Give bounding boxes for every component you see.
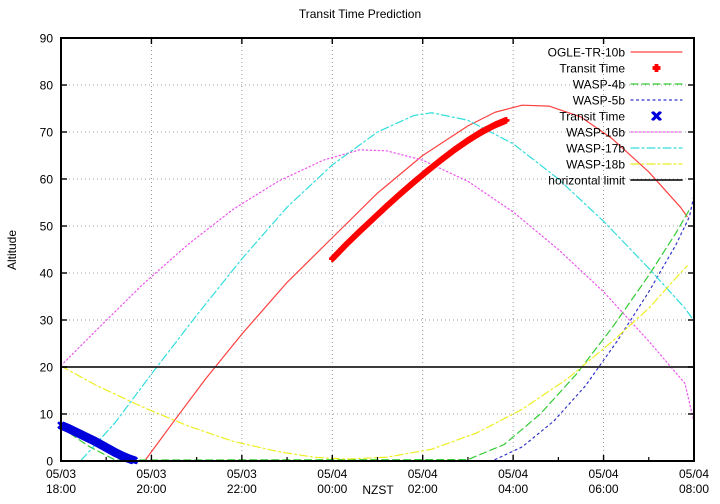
y-tick-label: 40	[40, 267, 54, 281]
legend-label-ogle-tr-10b: OGLE-TR-10b	[548, 46, 626, 60]
y-tick-label: 10	[40, 408, 54, 422]
x-tick-label-date: 05/04	[498, 467, 528, 481]
y-tick-label: 30	[40, 314, 54, 328]
tick-labels: 010203040506070809005/0318:0005/0320:000…	[40, 32, 710, 497]
legend-label-horizontal-limit: horizontal limit	[548, 174, 625, 188]
series-wasp-18b	[60, 265, 688, 460]
y-tick-label: 20	[40, 361, 54, 375]
y-axis-label: Altitude	[5, 230, 19, 270]
y-tick-label: 60	[40, 173, 54, 187]
legend-label-wasp-18b: WASP-18b	[566, 158, 625, 172]
y-tick-label: 80	[40, 79, 54, 93]
x-tick-label-time: 08:00	[679, 482, 709, 496]
x-tick-label-date: 05/03	[136, 467, 166, 481]
legend-label-wasp-17b: WASP-17b	[566, 142, 625, 156]
x-tick-label-date: 05/04	[679, 467, 709, 481]
y-tick-label: 0	[46, 455, 53, 469]
x-tick-label-date: 05/04	[408, 467, 438, 481]
chart-title: Transit Time Prediction	[299, 7, 421, 21]
legend-label-transit-time: Transit Time	[559, 62, 625, 76]
transit-markers	[57, 117, 510, 465]
transit-marker-cluster-wasp-4b	[57, 421, 139, 465]
x-tick-label-time: 04:00	[498, 482, 528, 496]
legend-label-transit-time: Transit Time	[559, 110, 625, 124]
x-axis-label: NZST	[362, 483, 394, 497]
chart-legend: OGLE-TR-10b Transit Time WASP-4b WASP-5b Tra…	[548, 46, 683, 188]
x-tick-label-time: 22:00	[227, 482, 257, 496]
series-wasp-4b	[60, 208, 691, 461]
y-tick-label: 70	[40, 126, 54, 140]
series-wasp-5b	[494, 194, 695, 461]
legend-label-wasp-5b: WASP-5b	[573, 94, 626, 108]
x-tick-label-time: 18:00	[46, 482, 76, 496]
series-lines	[60, 104, 695, 462]
series-ogle-tr-10b	[144, 104, 688, 462]
y-tick-label: 50	[40, 220, 54, 234]
x-tick-label-time: 20:00	[136, 482, 166, 496]
x-tick-label-date: 05/03	[46, 467, 76, 481]
plot-frame	[60, 37, 695, 462]
y-tick-label: 90	[40, 32, 54, 46]
x-tick-label-date: 05/04	[317, 467, 347, 481]
series-wasp-16b	[60, 149, 695, 423]
transit-marker-cluster-ogle-tr-10b	[329, 117, 510, 263]
x-tick-label-date: 05/04	[589, 467, 619, 481]
x-tick-label-time: 00:00	[317, 482, 347, 496]
x-tick-label-date: 05/03	[227, 467, 257, 481]
legend-label-wasp-16b: WASP-16b	[566, 126, 625, 140]
x-tick-label-time: 02:00	[408, 482, 438, 496]
legend-label-wasp-4b: WASP-4b	[573, 78, 626, 92]
x-tick-label-time: 06:00	[589, 482, 619, 496]
series-wasp-17b	[80, 112, 693, 461]
